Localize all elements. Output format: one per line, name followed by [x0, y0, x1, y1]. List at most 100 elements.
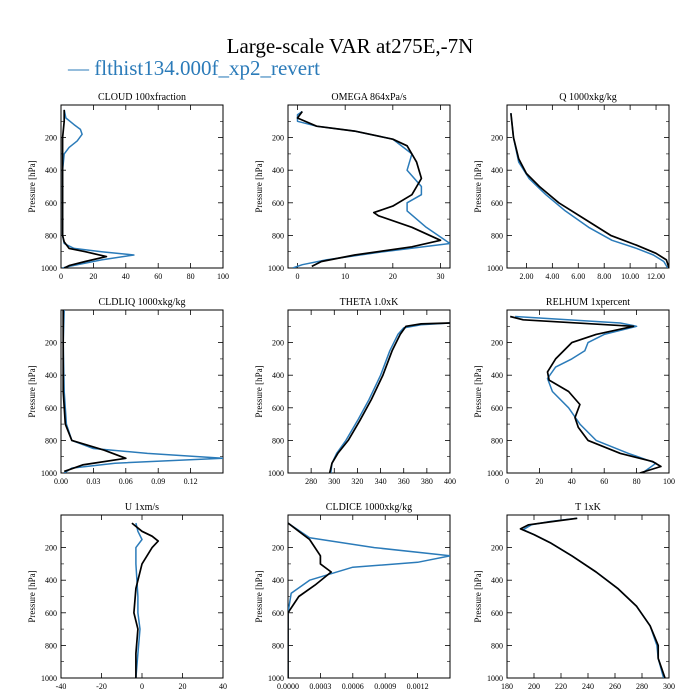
y-tick-label: 200	[491, 544, 503, 553]
y-tick-label: 1000	[268, 674, 284, 683]
panel-title: THETA 1.0xK	[340, 297, 399, 308]
y-tick-label: 1000	[268, 469, 284, 478]
y-tick-label: 200	[491, 339, 503, 348]
y-axis-label: Pressure [hPa]	[254, 365, 264, 417]
y-tick-label: 800	[272, 641, 284, 650]
series-line-reference	[328, 322, 450, 473]
x-tick-label: 0.03	[86, 477, 100, 486]
x-tick-label: 40	[568, 477, 576, 486]
y-axis-label: Pressure [hPa]	[254, 570, 264, 622]
panel-title: U 1xm/s	[125, 502, 159, 513]
x-tick-label: 6.00	[571, 272, 585, 281]
plot-frame	[506, 514, 670, 679]
y-tick-label: 800	[272, 436, 284, 445]
x-tick-label: 4.00	[545, 272, 559, 281]
y-tick-label: 400	[45, 576, 57, 585]
panel-title: CLDLIQ 1000xkg/kg	[99, 297, 186, 308]
x-tick-label: 0	[59, 272, 63, 281]
y-axis-label: Pressure [hPa]	[27, 570, 37, 622]
series-line-reference	[296, 110, 442, 268]
y-tick-label: 200	[272, 544, 284, 553]
y-tick-label: 200	[272, 339, 284, 348]
x-tick-label: 10.00	[621, 272, 639, 281]
y-tick-label: 1000	[41, 264, 57, 273]
x-tick-label: 300	[328, 477, 340, 486]
x-tick-label: 0.0003	[309, 682, 331, 691]
y-tick-label: 200	[45, 544, 57, 553]
y-axis-label: Pressure [hPa]	[27, 365, 37, 417]
y-axis-label: Pressure [hPa]	[473, 365, 483, 417]
x-tick-label: 340	[375, 477, 387, 486]
y-tick-label: 800	[45, 231, 57, 240]
y-tick-label: 1000	[487, 264, 503, 273]
series-line-reference	[61, 109, 108, 268]
series-line-case	[330, 322, 450, 473]
y-tick-label: 800	[45, 641, 57, 650]
x-tick-label: 320	[351, 477, 363, 486]
x-tick-label: 60	[600, 477, 608, 486]
panel-title: OMEGA 864xPa/s	[331, 92, 406, 103]
x-tick-label: 60	[154, 272, 162, 281]
x-tick-label: 20	[89, 272, 97, 281]
y-tick-label: 600	[491, 199, 503, 208]
y-tick-label: 400	[491, 576, 503, 585]
chart-panel-4: THETA 1.0xK 200 400 600 800 1000 280 300 320 340 3…	[254, 297, 456, 486]
legend-entry: — flthist134.000f_xp2_revert	[68, 56, 320, 80]
x-tick-label: 80	[633, 477, 641, 486]
series-line-reference	[62, 310, 127, 473]
x-tick-label: 20	[179, 682, 187, 691]
x-tick-label: 280	[636, 682, 648, 691]
series-line-case	[62, 310, 223, 473]
x-tick-label: 30	[436, 272, 444, 281]
chart-panel-2: Q 1000xkg/kg 200 400 600 800 1000 2.00 4.00 6.00…	[473, 92, 670, 281]
plot-frame	[287, 514, 451, 679]
panel-title: CLDICE 1000xkg/kg	[326, 502, 412, 513]
y-tick-label: 200	[491, 134, 503, 143]
x-tick-label: 10	[341, 272, 349, 281]
x-tick-label: 20	[535, 477, 543, 486]
y-tick-label: 1000	[487, 674, 503, 683]
y-axis-label: Pressure [hPa]	[473, 160, 483, 212]
series-line-case	[61, 109, 135, 268]
series-line-case	[515, 315, 657, 473]
x-tick-label: 240	[582, 682, 594, 691]
page-title: Large-scale VAR at275E,-7N	[226, 34, 474, 58]
x-tick-label: 100	[217, 272, 229, 281]
x-tick-label: 0.00	[54, 477, 68, 486]
y-tick-label: 800	[45, 436, 57, 445]
y-tick-label: 600	[491, 609, 503, 618]
plot-frame	[506, 104, 670, 269]
y-tick-label: 1000	[41, 674, 57, 683]
y-tick-label: 600	[491, 404, 503, 413]
panel-title: CLOUD 100xfraction	[98, 92, 186, 103]
y-tick-label: 400	[45, 371, 57, 380]
x-tick-label: 0.0006	[342, 682, 364, 691]
x-tick-label: 20	[389, 272, 397, 281]
x-tick-label: 280	[305, 477, 317, 486]
x-tick-label: 0	[140, 682, 144, 691]
y-tick-label: 200	[45, 134, 57, 143]
series-line-case	[135, 522, 143, 678]
y-tick-label: 800	[272, 231, 284, 240]
y-tick-label: 400	[491, 166, 503, 175]
y-tick-label: 600	[45, 609, 57, 618]
y-tick-label: 800	[491, 436, 503, 445]
x-tick-label: 40	[122, 272, 130, 281]
x-tick-label: 0.06	[119, 477, 133, 486]
y-tick-label: 600	[272, 199, 284, 208]
y-tick-label: 600	[45, 404, 57, 413]
y-axis-label: Pressure [hPa]	[473, 570, 483, 622]
y-tick-label: 1000	[41, 469, 57, 478]
y-tick-label: 600	[272, 404, 284, 413]
x-tick-label: 0.0012	[407, 682, 429, 691]
series-line-reference	[510, 113, 669, 268]
plot-frame	[60, 309, 224, 474]
y-tick-label: 200	[272, 134, 284, 143]
y-tick-label: 800	[491, 231, 503, 240]
series-line-reference	[509, 315, 662, 473]
y-tick-label: 400	[45, 166, 57, 175]
